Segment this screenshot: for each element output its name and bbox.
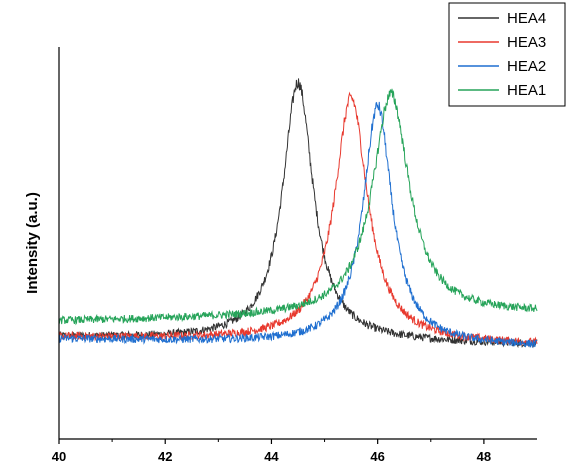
- plot-lines: [58, 78, 538, 349]
- x-tick-label: 44: [264, 449, 279, 464]
- x-tick-label: 40: [52, 449, 66, 464]
- series-line-hea1: [58, 88, 538, 326]
- legend: HEA4 HEA3 HEA2 HEA1: [448, 2, 566, 107]
- legend-label: HEA4: [507, 10, 546, 27]
- series-line-hea2: [58, 101, 538, 349]
- legend-label: HEA1: [507, 82, 546, 99]
- legend-label: HEA3: [507, 34, 546, 51]
- series-line-hea4: [58, 78, 538, 349]
- x-tick-label: 46: [370, 449, 384, 464]
- x-tick-label: 42: [158, 449, 172, 464]
- legend-label: HEA2: [507, 58, 546, 75]
- x-tick-label: 48: [477, 449, 491, 464]
- y-axis-label: Intensity (a.u.): [24, 192, 41, 294]
- legend-box: [448, 2, 566, 107]
- x-ticks: 40 42 44 46 48: [52, 439, 491, 464]
